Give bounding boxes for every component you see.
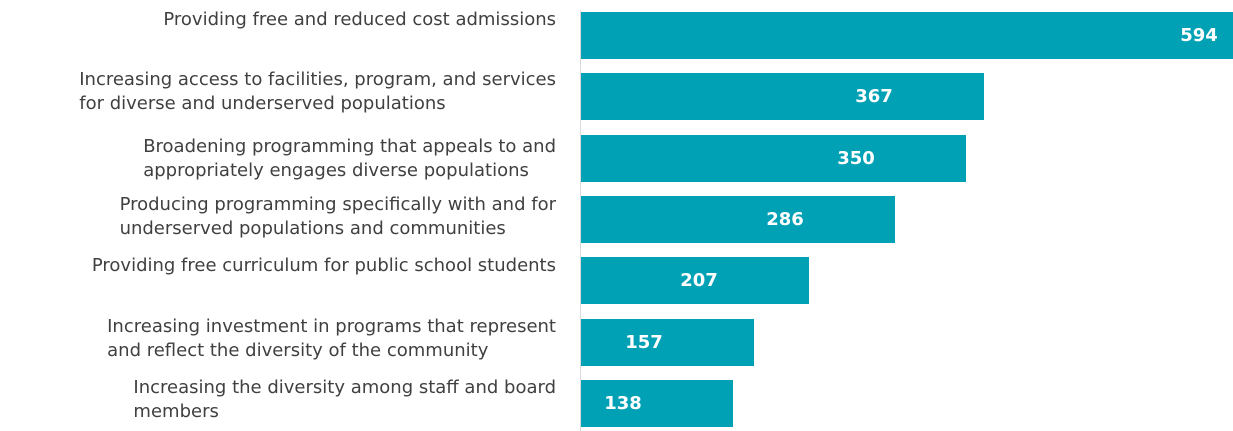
category-label-line: Increasing the diversity among staff and… [133, 377, 556, 398]
bar [581, 73, 984, 120]
bar [581, 380, 733, 427]
bar [581, 135, 966, 182]
category-label-line: and reflect the diversity of the communi… [107, 340, 489, 361]
category-label: Providing free and reduced cost admissio… [0, 8, 556, 32]
bar-value-label: 594 [1180, 25, 1218, 46]
bar-value-label: 207 [680, 270, 718, 291]
bar [581, 12, 1233, 59]
category-label: Providing free curriculum for public sch… [0, 254, 556, 278]
bar-value-label: 138 [604, 393, 642, 414]
bar-value-label: 350 [837, 148, 875, 169]
category-label-line: Increasing investment in programs that r… [107, 316, 556, 337]
category-label-line: for diverse and underserved populations [79, 93, 446, 114]
category-label-line: Broadening programming that appeals to a… [143, 136, 556, 157]
bar [581, 257, 809, 304]
category-label-line: Providing free and reduced cost admissio… [163, 9, 556, 30]
bar [581, 319, 754, 366]
bar-value-label: 157 [625, 332, 663, 353]
category-label-line: underserved populations and communities [119, 218, 506, 239]
category-label-line: Producing programming specifically with … [119, 194, 556, 215]
category-label: Increasing access to facilities, program… [0, 68, 556, 116]
category-label: Increasing investment in programs that r… [0, 315, 556, 363]
category-axis-line [580, 10, 581, 431]
category-label-line: Increasing access to facilities, program… [79, 69, 556, 90]
category-label-line: members [133, 401, 219, 422]
bar [581, 196, 895, 243]
category-label: Increasing the diversity among staff and… [0, 376, 556, 424]
category-label: Producing programming specifically with … [0, 193, 556, 241]
bar-value-label: 367 [855, 86, 893, 107]
category-label: Broadening programming that appeals to a… [0, 135, 556, 183]
category-label-line: Providing free curriculum for public sch… [91, 255, 556, 276]
category-label-line: appropriately engages diverse population… [143, 160, 529, 181]
bar-value-label: 286 [766, 209, 804, 230]
